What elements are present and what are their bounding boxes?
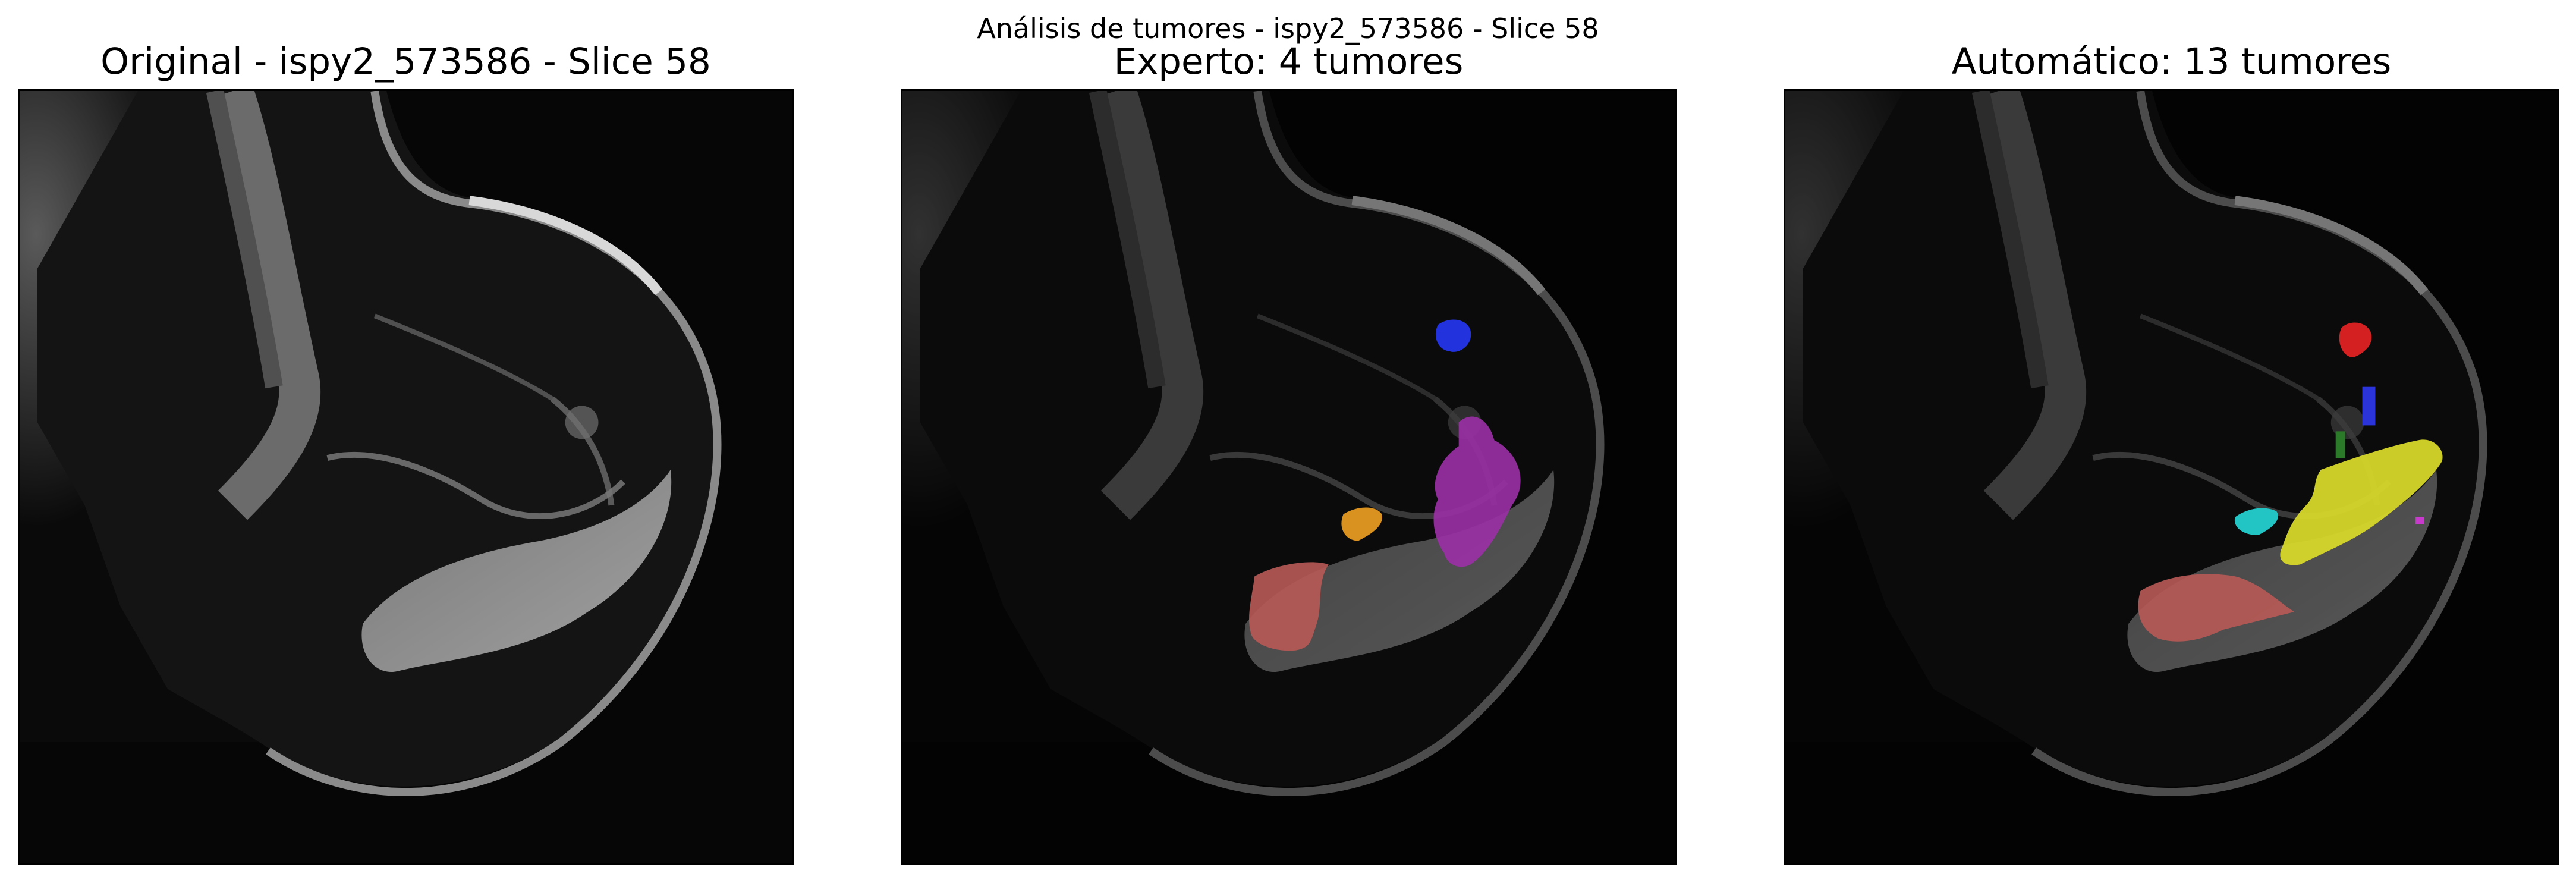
panel-title-original: Original - ispy2_573586 - Slice 58	[100, 40, 711, 83]
tumor-mask-purple	[1433, 416, 1521, 567]
figure-suptitle: Análisis de tumores - ispy2_573586 - Sli…	[977, 12, 1599, 45]
tumor-mask-blue-auto	[2362, 386, 2376, 426]
tumor-mask-salmon	[1249, 562, 1329, 651]
expert-overlay-image	[902, 91, 1675, 863]
image-panel-automatic	[1784, 89, 2559, 865]
tumor-mask-salmon-auto	[2138, 574, 2295, 642]
tumor-mask-red	[2339, 322, 2372, 357]
mri-breast-slice-image	[20, 91, 792, 863]
tumor-mask-orange	[1341, 507, 1382, 541]
automatic-overlay-image	[1785, 91, 2558, 863]
tumor-mask-magenta	[2415, 517, 2424, 524]
image-panel-original	[18, 89, 794, 865]
tumor-mask-cyan	[2234, 508, 2278, 535]
image-panel-expert	[901, 89, 1677, 865]
tumor-mask-green	[2335, 431, 2345, 458]
tumor-mask-yellow	[2280, 439, 2443, 565]
panel-title-automatic: Automático: 13 tumores	[1951, 40, 2392, 83]
panel-title-expert: Experto: 4 tumores	[1114, 40, 1464, 83]
tumor-mask-blue	[1435, 319, 1471, 352]
